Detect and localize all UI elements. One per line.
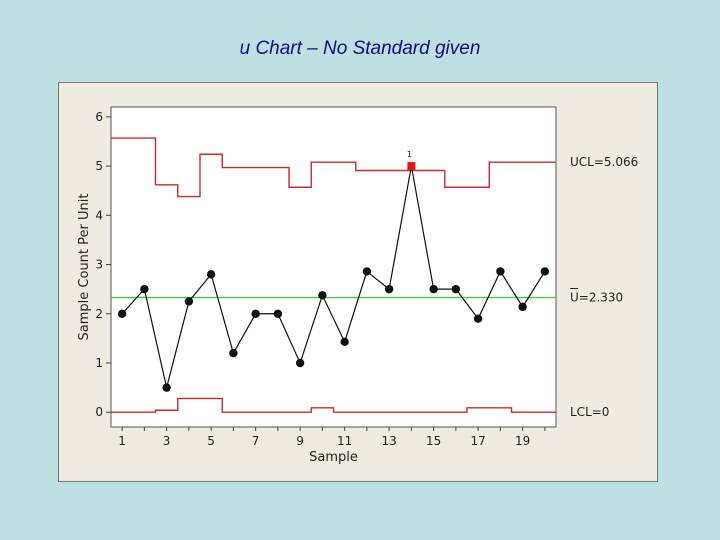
ucl-label: UCL=5.066	[570, 155, 638, 169]
x-tick-label: 7	[252, 434, 260, 448]
data-point	[540, 267, 550, 276]
x-tick-label: 17	[470, 434, 485, 448]
lcl-line	[111, 397, 556, 413]
x-tick-label: 5	[207, 434, 215, 448]
data-point	[117, 309, 127, 318]
data-point	[473, 314, 483, 323]
y-tick-label: 0	[95, 405, 103, 419]
data-point	[362, 267, 372, 276]
x-tick-label: 19	[515, 434, 530, 448]
data-point	[496, 267, 505, 276]
series-line	[121, 165, 546, 388]
data-point	[229, 348, 238, 358]
center-line-label: U=2.330	[570, 291, 623, 305]
y-tick-label: 3	[95, 258, 103, 272]
data-point	[251, 309, 260, 318]
y-axis-title: Sample Count Per Unit	[77, 194, 92, 341]
y-tick-label: 1	[95, 356, 103, 370]
chart-frame: 0 1 2 3 4 5 6 1 3 5 7 9 11 13 15 17 19 Sample Sample Count…	[58, 82, 658, 482]
x-tick-label: 3	[163, 434, 171, 448]
data-point	[162, 383, 171, 392]
data-point	[140, 284, 149, 294]
y-tick-label: 4	[95, 208, 103, 222]
x-tick-label: 11	[337, 434, 352, 448]
flag-label: 1	[407, 150, 412, 159]
x-axis-title: Sample	[309, 450, 358, 465]
data-point	[184, 297, 194, 306]
plot-area	[110, 106, 557, 428]
y-tick-label: 6	[95, 110, 103, 124]
data-point	[206, 270, 216, 279]
y-tick-label: 2	[95, 307, 103, 321]
lcl-label: LCL=0	[570, 405, 609, 419]
y-tick-label: 5	[95, 159, 103, 173]
slide-title: u Chart – No Standard given	[239, 38, 481, 59]
annotations: 1 UCL=5.066 U=2.330 LCL=0	[407, 150, 638, 419]
control-limits	[111, 137, 556, 413]
data-point	[384, 284, 394, 294]
data-point	[318, 291, 327, 300]
x-tick-label: 13	[381, 434, 396, 448]
x-tick-label: 15	[426, 434, 441, 448]
data-point	[295, 358, 305, 368]
ucl-line	[111, 137, 556, 198]
data-series	[117, 162, 550, 392]
data-point	[451, 284, 461, 294]
data-point	[340, 337, 349, 347]
x-tick-label: 9	[296, 434, 304, 448]
data-point	[273, 309, 283, 318]
data-point-flagged	[407, 162, 416, 171]
x-tick-label: 1	[118, 434, 126, 448]
data-point	[518, 302, 527, 312]
data-point	[429, 284, 438, 294]
